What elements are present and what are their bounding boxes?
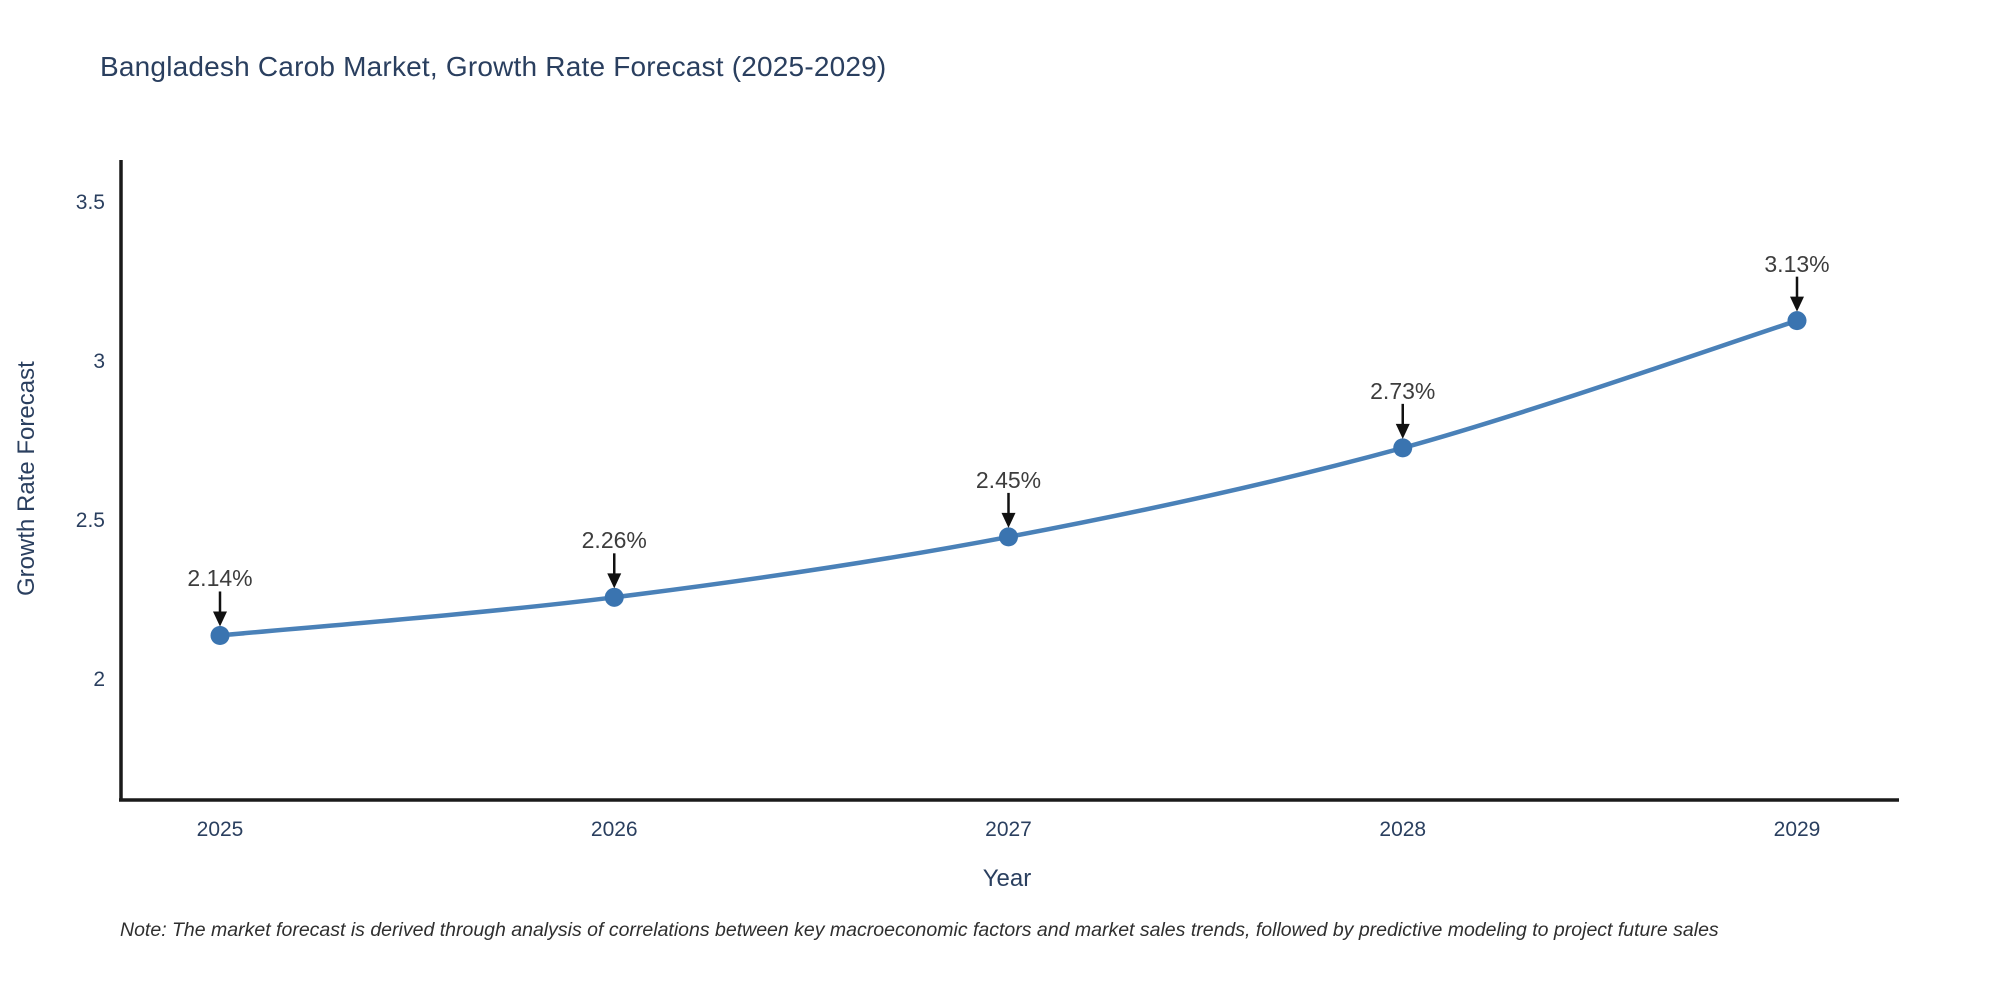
x-tick-label: 2028: [1379, 818, 1427, 841]
data-point-marker[interactable]: [604, 587, 624, 607]
annotation-arrow-head: [1395, 423, 1410, 439]
x-tick-label: 2026: [590, 818, 638, 841]
annotation-arrows: [213, 276, 1804, 627]
annotation-arrow-head: [607, 573, 622, 589]
y-tick-label: 2.5: [75, 509, 105, 532]
data-point-marker[interactable]: [999, 527, 1018, 547]
footnote-text: Note: The market forecast is derived thr…: [120, 919, 1719, 941]
annotation-arrow-head: [1790, 296, 1804, 312]
x-tick-label: 2029: [1773, 818, 1821, 841]
y-tick-label: 3: [93, 350, 105, 373]
data-point-marker[interactable]: [1393, 438, 1413, 458]
x-tick-label: 2025: [196, 818, 244, 841]
point-value-label: 2.45%: [975, 466, 1042, 493]
x-axis-title: Year: [982, 865, 1032, 892]
data-point-marker[interactable]: [210, 625, 230, 645]
point-value-label: 2.14%: [187, 565, 253, 592]
y-axis-title: Growth Rate Forecast: [13, 361, 40, 596]
point-value-label: 2.26%: [581, 527, 647, 554]
y-tick-label: 3.5: [75, 191, 105, 214]
x-tick-label: 2027: [985, 818, 1032, 841]
series-markers: [210, 311, 1807, 645]
y-tick-label: 2: [93, 668, 105, 691]
point-value-label: 2.73%: [1370, 377, 1436, 404]
data-point-marker[interactable]: [1787, 311, 1807, 331]
annotation-arrow-head: [1001, 512, 1016, 528]
chart-title: Bangladesh Carob Market, Growth Rate For…: [100, 51, 887, 82]
annotation-arrow-head: [213, 611, 227, 627]
point-value-label: 3.13%: [1764, 250, 1830, 277]
